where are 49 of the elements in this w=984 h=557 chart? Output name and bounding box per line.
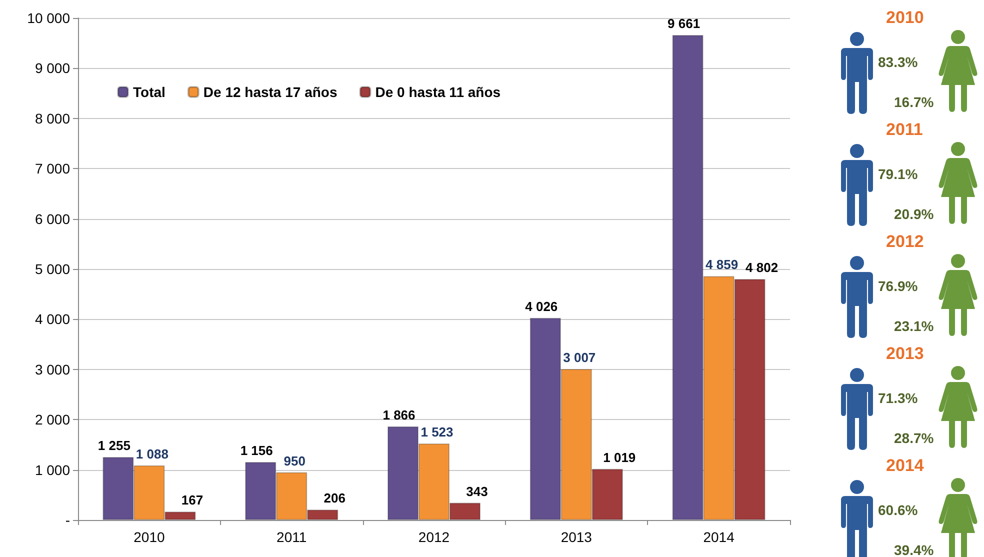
text: 79.1%: [878, 166, 918, 182]
data-label: 343: [466, 484, 488, 499]
text: 28.7%: [894, 430, 934, 446]
text: 71.3%: [878, 390, 918, 406]
y-tick-label: 6 000: [34, 210, 70, 227]
text: 39.4%: [894, 542, 934, 557]
y-tick-label: 10 000: [27, 10, 70, 26]
y-tick-label: -: [65, 512, 70, 528]
data-label: 167: [181, 492, 204, 508]
text: 23.1%: [894, 318, 934, 334]
text: 20.9%: [894, 206, 934, 222]
data-label: 4 859: [706, 257, 738, 272]
x-tick-label: 2013: [560, 529, 592, 545]
y-tick-label: 3 000: [34, 361, 70, 378]
y-tick-label: 9 000: [34, 60, 70, 76]
data-label: 950: [284, 453, 306, 468]
data-label: 1 255: [98, 438, 130, 453]
data-label: 3 007: [563, 350, 596, 366]
text: 2012: [886, 232, 924, 252]
data-label: 1 523: [420, 424, 454, 440]
y-tick-label: 4 000: [34, 311, 70, 328]
text: 2010: [886, 8, 924, 28]
text: 60.6%: [878, 502, 918, 518]
y-tick-label: 1 000: [34, 462, 70, 478]
legend-label: De 0 hasta 11 años: [375, 84, 501, 100]
data-label: 206: [324, 490, 346, 506]
text: 16.7%: [894, 94, 934, 110]
data-label: 1 866: [382, 407, 416, 422]
x-tick-label: 2011: [276, 529, 307, 545]
y-tick-label: 2 000: [34, 412, 70, 428]
data-label: 4 802: [746, 260, 778, 275]
text: 83.3%: [878, 54, 918, 70]
y-tick-label: 7 000: [34, 160, 70, 177]
text: 2013: [886, 344, 924, 364]
data-label: 1 156: [240, 442, 273, 458]
text: 2011: [886, 120, 923, 140]
legend-label: De 12 hasta 17 años: [203, 84, 338, 100]
y-tick-label: 5 000: [34, 261, 70, 277]
x-tick-label: 2010: [134, 529, 165, 545]
data-label: 9 661: [668, 16, 700, 32]
data-label: 4 026: [525, 298, 558, 314]
x-tick-label: 2012: [418, 529, 450, 545]
text: 2014: [886, 456, 924, 476]
legend-label: Total: [133, 84, 166, 100]
text: 76.9%: [878, 278, 918, 294]
y-tick-label: 8 000: [34, 110, 70, 126]
data-label: 1 019: [603, 450, 636, 465]
data-label: 1 088: [136, 446, 168, 462]
x-tick-label: 2014: [703, 529, 735, 545]
